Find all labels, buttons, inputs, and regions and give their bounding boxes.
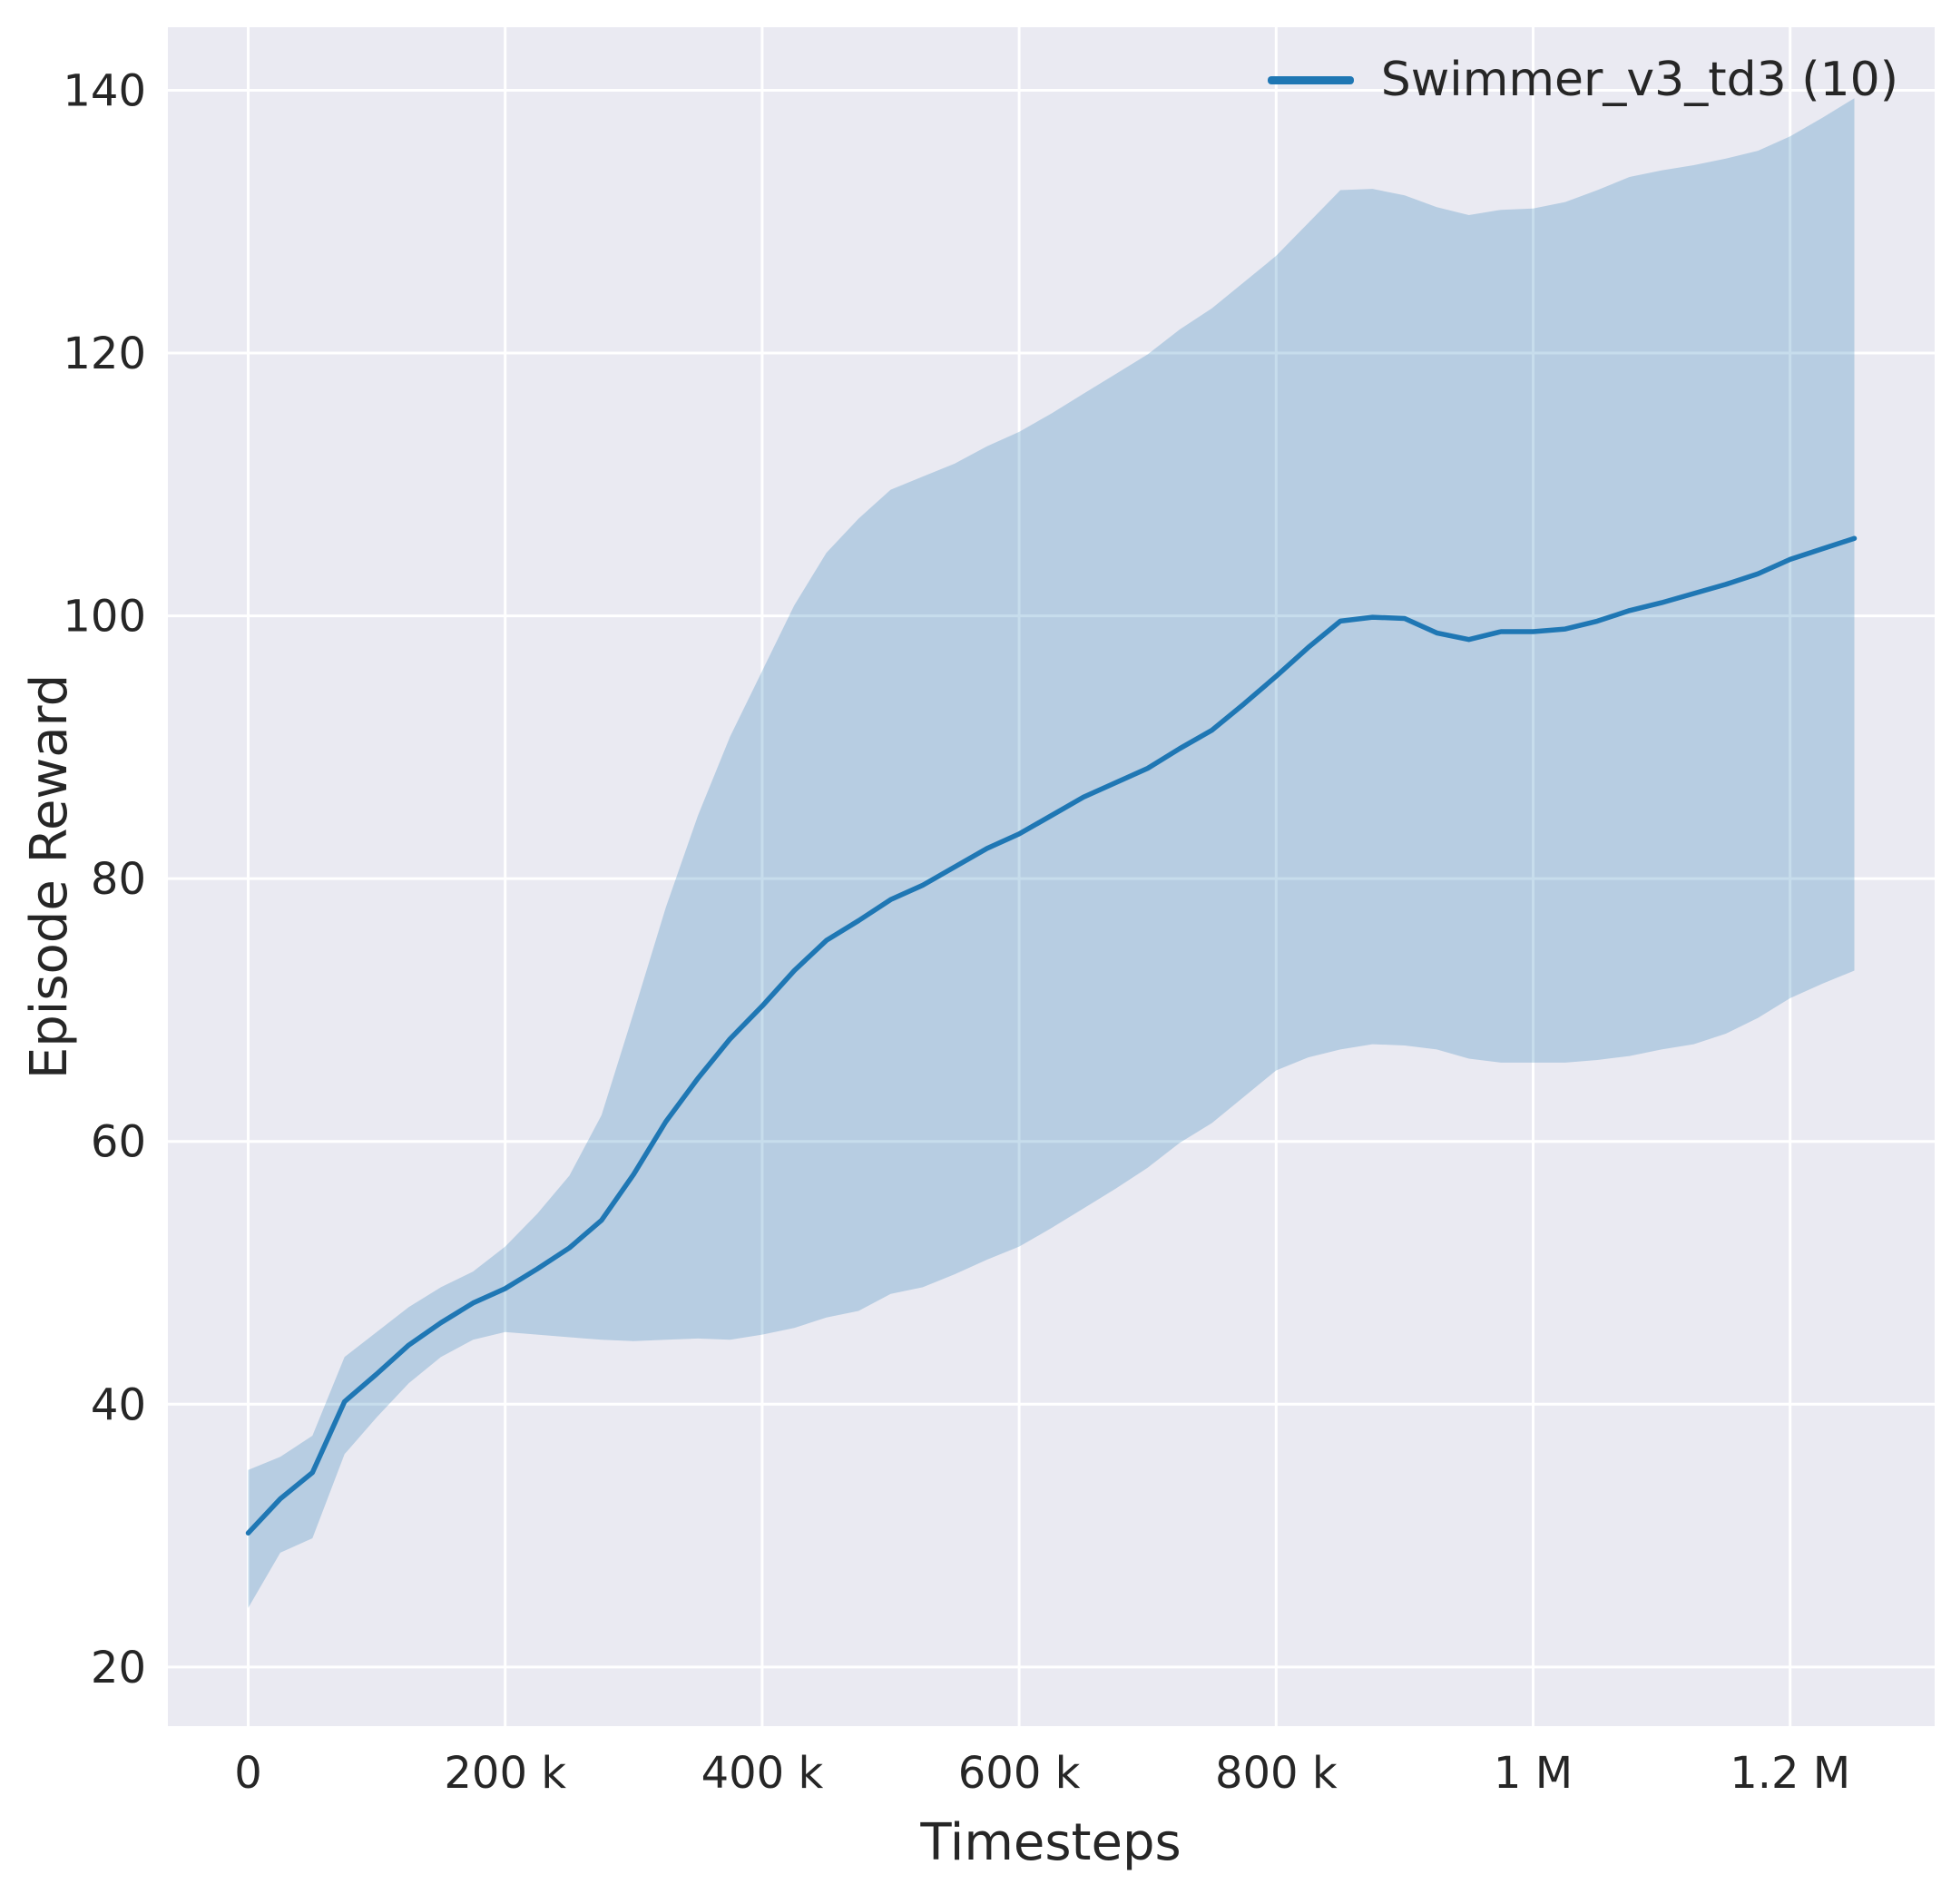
x-tick-label: 1 M <box>1494 1748 1573 1799</box>
y-axis-label: Episode Reward <box>20 673 79 1080</box>
x-tick-label: 800 k <box>1215 1748 1338 1799</box>
y-tick-label: 80 <box>91 854 146 905</box>
legend-label: Swimmer_v3_td3 (10) <box>1380 53 1898 107</box>
x-tick-label: 1.2 M <box>1730 1748 1850 1799</box>
y-tick-label: 20 <box>91 1643 146 1693</box>
x-tick-label: 200 k <box>444 1748 566 1799</box>
y-tick-label: 40 <box>91 1379 146 1430</box>
y-tick-label: 60 <box>91 1117 146 1168</box>
x-axis-label: Timesteps <box>920 1813 1181 1872</box>
legend: Swimmer_v3_td3 (10) <box>1267 53 1898 107</box>
y-tick-label: 100 <box>63 592 146 643</box>
legend-line-swatch <box>1267 75 1354 84</box>
y-tick-label: 120 <box>63 329 146 379</box>
x-tick-label: 0 <box>234 1748 262 1799</box>
x-tick-label: 600 k <box>958 1748 1081 1799</box>
y-tick-label: 140 <box>63 65 146 116</box>
x-tick-label: 400 k <box>701 1748 824 1799</box>
